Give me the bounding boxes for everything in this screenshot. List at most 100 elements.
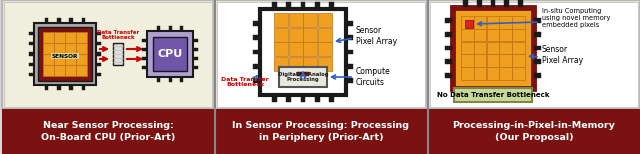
Bar (54, 43, 65, 54)
Bar (305, 72, 309, 76)
Bar (346, 64, 353, 69)
Bar (43, 65, 54, 76)
Bar (346, 78, 353, 83)
Bar (34, 23, 96, 85)
Bar (461, 16, 474, 29)
Bar (217, 2, 425, 107)
Bar (512, 16, 525, 29)
Bar (274, 13, 289, 27)
Bar (45, 85, 48, 90)
Bar (465, 20, 473, 28)
Text: Near Sensor Processing:
On-Board CPU (Prior-Art): Near Sensor Processing: On-Board CPU (Pr… (41, 121, 175, 142)
Bar (96, 52, 101, 56)
Bar (534, 18, 541, 23)
Bar (287, 2, 291, 9)
Bar (512, 55, 525, 67)
Bar (113, 43, 123, 65)
Bar (193, 48, 198, 51)
Bar (512, 67, 525, 80)
Bar (96, 73, 101, 76)
Bar (289, 57, 303, 71)
Bar (76, 32, 87, 43)
Bar (289, 28, 303, 42)
Bar (96, 42, 101, 45)
Text: Sensor
Pixel Array: Sensor Pixel Array (542, 45, 583, 65)
Bar (499, 55, 512, 67)
Bar (253, 78, 260, 83)
Bar (65, 32, 76, 43)
Bar (76, 65, 87, 76)
Bar (215, 0, 427, 109)
Bar (445, 59, 452, 64)
Bar (303, 28, 317, 42)
Bar (491, 89, 495, 96)
Text: Data Transfer
Bottleneck: Data Transfer Bottleneck (221, 77, 269, 87)
Bar (180, 77, 183, 82)
Bar (512, 42, 525, 54)
Bar (82, 18, 85, 23)
Bar (430, 2, 638, 107)
Bar (45, 18, 48, 23)
Bar (346, 21, 353, 26)
Bar (474, 67, 486, 80)
Bar (168, 26, 172, 31)
Bar (274, 28, 289, 42)
Bar (474, 55, 486, 67)
Bar (486, 67, 499, 80)
Bar (477, 0, 481, 7)
Bar (303, 13, 317, 27)
Bar (301, 72, 305, 76)
Bar (499, 29, 512, 41)
Bar (215, 109, 427, 154)
Text: Sensor
Pixel Array: Sensor Pixel Array (356, 26, 397, 46)
Bar (65, 43, 76, 54)
Bar (57, 85, 61, 90)
Bar (29, 73, 34, 76)
Bar (463, 0, 468, 7)
Bar (346, 35, 353, 40)
Bar (330, 95, 334, 102)
Bar (274, 57, 289, 71)
Bar (346, 50, 353, 54)
Text: Processing-in-Pixel-in-Memory
(Our Proposal): Processing-in-Pixel-in-Memory (Our Propo… (452, 121, 616, 142)
Bar (518, 0, 523, 7)
Bar (297, 72, 301, 76)
Bar (499, 16, 512, 29)
Bar (29, 63, 34, 66)
Bar (43, 54, 54, 65)
Bar (303, 57, 317, 71)
Bar (29, 52, 34, 56)
Bar (253, 21, 260, 26)
Text: SENSOR: SENSOR (52, 53, 78, 59)
Bar (4, 2, 212, 107)
Bar (142, 57, 147, 60)
Bar (486, 16, 499, 29)
Bar (193, 66, 198, 69)
Bar (2, 0, 214, 109)
Bar (518, 89, 523, 96)
Bar (534, 73, 541, 78)
Bar (76, 54, 87, 65)
Bar (315, 95, 319, 102)
Bar (70, 85, 73, 90)
Bar (317, 57, 332, 71)
Text: In-situ Computing
using novel memory
embedded pixels: In-situ Computing using novel memory emb… (542, 8, 611, 28)
Text: Digital or Analog
Processing: Digital or Analog Processing (278, 72, 328, 82)
Bar (445, 46, 452, 50)
Bar (534, 59, 541, 64)
Bar (38, 27, 92, 81)
Bar (317, 42, 332, 56)
Bar (301, 95, 305, 102)
Bar (315, 2, 319, 9)
Bar (279, 67, 327, 87)
Bar (253, 64, 260, 69)
Text: No Data Transfer Bottleneck: No Data Transfer Bottleneck (436, 92, 549, 98)
Bar (317, 13, 332, 27)
Bar (499, 67, 512, 80)
Bar (474, 42, 486, 54)
Bar (142, 39, 147, 42)
Bar (180, 26, 183, 31)
Bar (477, 89, 481, 96)
Bar (193, 39, 198, 42)
Bar (153, 37, 187, 71)
